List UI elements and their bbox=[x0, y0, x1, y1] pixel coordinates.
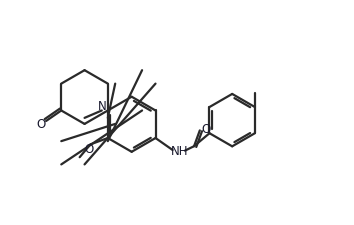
Text: O: O bbox=[201, 123, 211, 136]
Text: N: N bbox=[98, 100, 107, 113]
Text: NH: NH bbox=[171, 145, 189, 158]
Text: O: O bbox=[36, 118, 46, 131]
Text: O: O bbox=[84, 143, 93, 155]
